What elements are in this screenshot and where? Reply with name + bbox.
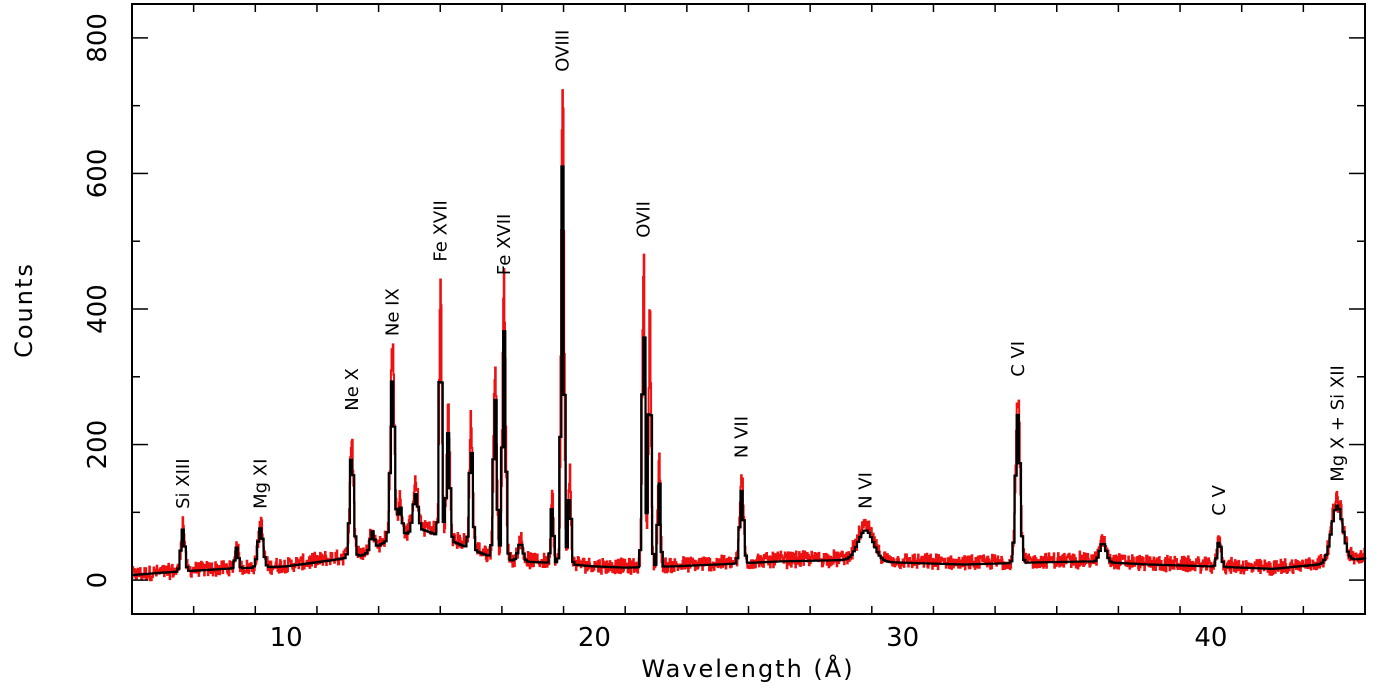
y-tick-label: 0	[83, 572, 113, 589]
data-histogram	[131, 89, 1366, 582]
line-labels: Si XIII Mg XI Ne X Ne IX Fe XVII Fe XVII OVIII…	[173, 30, 1348, 516]
model-histogram	[132, 165, 1367, 577]
line-label: Si XIII	[173, 458, 194, 508]
line-label: N VII	[732, 416, 753, 458]
line-label: Mg XI	[251, 459, 272, 509]
line-label: C VI	[1008, 341, 1029, 377]
x-tick-label: 10	[270, 623, 303, 653]
data-series	[131, 89, 1366, 582]
model-series	[132, 165, 1367, 577]
line-label: N VI	[856, 472, 877, 509]
x-tick-label: 40	[1194, 623, 1227, 653]
line-label: Mg X + Si XII	[1327, 365, 1348, 482]
x-tick-label: 20	[578, 623, 611, 653]
y-tick-label: 200	[83, 420, 113, 470]
line-label: Ne IX	[383, 288, 404, 336]
plot-frame	[131, 3, 1366, 615]
x-tick-label: 30	[886, 623, 919, 653]
line-label: Ne X	[342, 368, 363, 411]
y-axis-title: Counts	[10, 262, 38, 358]
line-label: C V	[1209, 484, 1230, 515]
y-tick-label: 400	[83, 284, 113, 334]
line-label: OVIII	[553, 30, 574, 72]
y-tick-label: 600	[83, 149, 113, 199]
line-label: Fe XVII	[431, 200, 452, 261]
line-label: Fe XVII	[494, 214, 515, 275]
line-label: OVII	[634, 201, 655, 238]
x-axis-title: Wavelength (Å)	[641, 654, 854, 683]
y-tick-label: 800	[83, 13, 113, 63]
